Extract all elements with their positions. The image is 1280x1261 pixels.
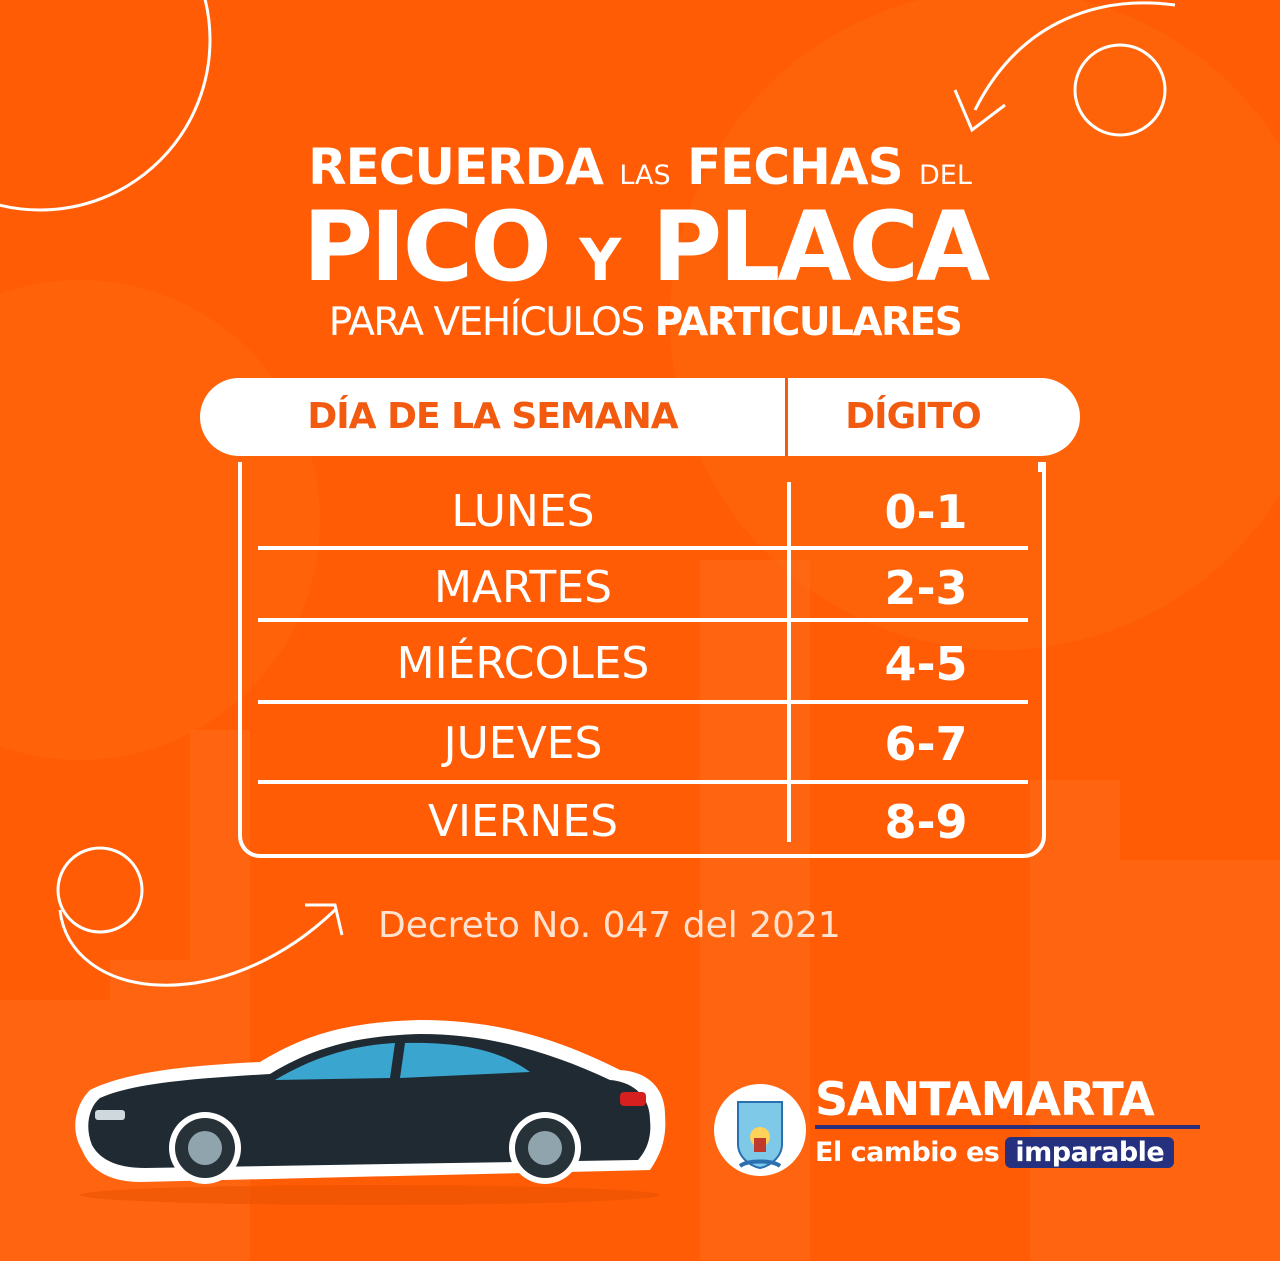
brand-slogan: El cambio es imparable — [815, 1137, 1175, 1168]
title-word: PLACA — [651, 191, 991, 303]
title-word: RECUERDA — [308, 138, 604, 196]
table-row: LUNES 0-1 — [258, 474, 1028, 550]
title-line-2: PICO Y PLACA — [0, 192, 1280, 315]
coat-of-arms-logo — [714, 1084, 806, 1176]
day-cell: LUNES — [451, 486, 595, 537]
table-row: JUEVES 6-7 — [258, 706, 1028, 782]
header-divider — [785, 378, 788, 456]
table-border-corner — [238, 462, 242, 472]
title-line-1: RECUERDA LAS FECHAS DEL — [0, 138, 1280, 196]
table-row: MARTES 2-3 — [258, 550, 1028, 626]
table-row: VIERNES 8-9 — [258, 784, 1028, 860]
table-row: MIÉRCOLES 4-5 — [258, 626, 1028, 702]
title-word: PICO — [302, 191, 552, 303]
row-divider — [258, 618, 1028, 622]
title-word: PARTICULARES — [654, 300, 963, 345]
schedule-table: LUNES 0-1 MARTES 2-3 MIÉRCOLES 4-5 JUEVES 6-… — [238, 462, 1046, 858]
day-cell: MARTES — [433, 562, 613, 613]
column-divider — [787, 482, 791, 842]
car-illustration — [75, 1020, 666, 1205]
row-divider — [258, 780, 1028, 784]
header-digit: DÍGITO — [845, 396, 981, 437]
title-line-3: PARA VEHÍCULOS PARTICULARES — [0, 300, 1280, 345]
title-word: LAS — [619, 160, 671, 191]
title-word: FECHAS — [687, 138, 904, 196]
decree-text: Decreto No. 047 del 2021 — [378, 905, 841, 946]
title-word: DEL — [919, 160, 972, 191]
row-divider — [258, 700, 1028, 704]
curved-arrow-icon — [58, 908, 337, 987]
row-divider — [258, 546, 1028, 550]
slogan-highlight: imparable — [1005, 1137, 1175, 1168]
brand-underline — [815, 1125, 1200, 1129]
title-word: Y — [579, 226, 622, 294]
brand-name: SANTAMARTA — [815, 1072, 1155, 1126]
slogan-prefix: El cambio es — [815, 1137, 1000, 1168]
decorative-circle — [0, 0, 212, 212]
curved-arrow-icon — [973, 1, 1176, 111]
day-cell: JUEVES — [443, 718, 603, 769]
digit-cell: 6-7 — [884, 717, 968, 771]
day-cell: VIERNES — [427, 796, 619, 847]
day-cell: MIÉRCOLES — [396, 638, 650, 689]
digit-cell: 8-9 — [884, 795, 968, 849]
table-header: DÍA DE LA SEMANA DÍGITO — [200, 378, 1080, 456]
digit-cell: 2-3 — [884, 561, 968, 615]
header-day: DÍA DE LA SEMANA — [307, 396, 678, 437]
table-border-corner — [1038, 462, 1042, 472]
digit-cell: 0-1 — [884, 485, 968, 539]
title-word: PARA VEHÍCULOS — [328, 300, 646, 345]
digit-cell: 4-5 — [884, 637, 968, 691]
